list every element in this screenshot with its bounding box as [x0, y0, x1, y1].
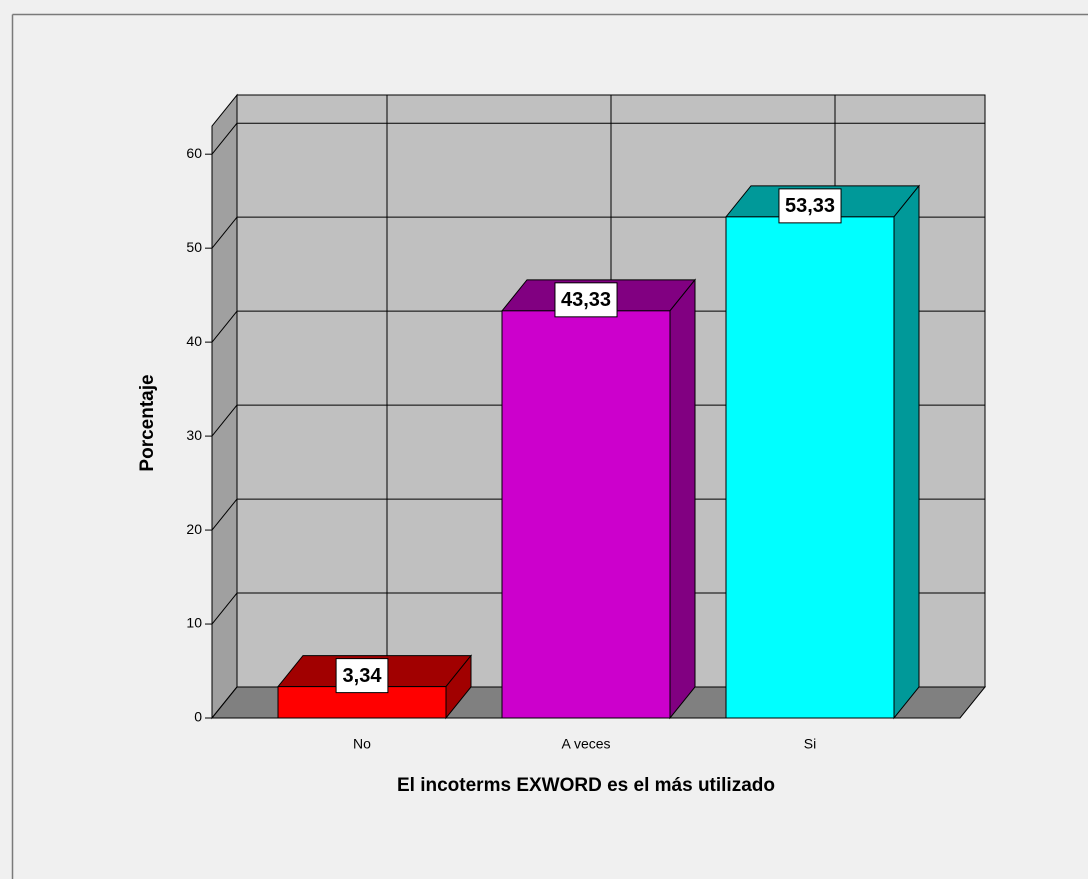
x-tick-label: Si: [804, 736, 816, 752]
grid-line-side: [211, 498, 238, 531]
bar-side: [669, 278, 696, 720]
x-tick-label: A veces: [561, 736, 610, 752]
bar: [501, 310, 671, 719]
y-tick-label: 30: [186, 427, 202, 443]
x-tick-label: No: [353, 736, 371, 752]
bar: [725, 216, 895, 719]
x-axis-title: El incoterms EXWORD es el más utilizado: [397, 775, 775, 796]
y-tick-label: 0: [194, 709, 202, 725]
bar-side: [893, 184, 920, 720]
y-tick-label: 20: [186, 521, 202, 537]
y-axis-title: Porcentaje: [137, 374, 158, 471]
grid-line-side: [211, 310, 238, 343]
value-label: 43,33: [561, 289, 611, 311]
left-wall: [211, 93, 238, 720]
y-tick-label: 50: [186, 239, 202, 255]
y-tick-label: 60: [186, 145, 202, 161]
grid-line-side: [211, 122, 238, 155]
y-tick-label: 40: [186, 333, 202, 349]
value-label-box: [335, 658, 389, 694]
grid-line-side: [211, 404, 238, 437]
value-label-box: [554, 282, 618, 318]
value-label: 53,33: [785, 195, 835, 217]
value-label: 3,34: [343, 665, 383, 687]
value-label-box: [778, 188, 842, 224]
grid-line-side: [211, 216, 238, 249]
y-tick-label: 10: [186, 615, 202, 631]
grid-line-side: [211, 592, 238, 625]
